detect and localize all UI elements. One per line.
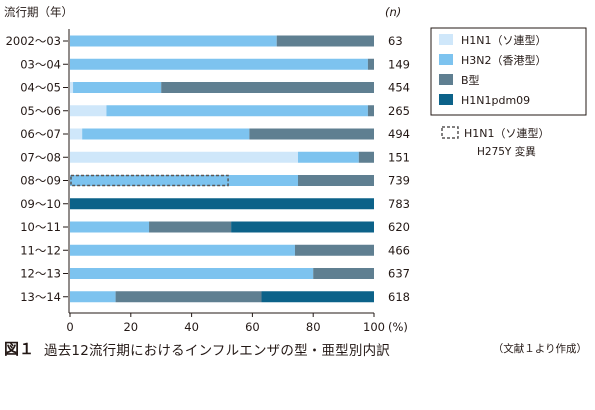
bar-segment-3-row-7 bbox=[298, 175, 374, 186]
bar-segment-4-row-8 bbox=[70, 198, 374, 210]
bar-segment-3-row-1 bbox=[276, 35, 374, 47]
n-value-label: 739 bbox=[388, 174, 410, 188]
x-axis: 0 20 40 60 80 100 (%) bbox=[66, 29, 408, 334]
category-label: 13～14 bbox=[20, 290, 61, 304]
legend-swatch bbox=[439, 34, 453, 45]
x-tick-label: 0 bbox=[66, 320, 73, 334]
category-label: 08～09 bbox=[20, 174, 61, 188]
bar-segment-2-row-9 bbox=[70, 221, 150, 233]
n-value-label: 494 bbox=[388, 127, 410, 141]
labels-layer: 2002～03 63 03～04 149 04～05 454 05～06 265 06～07 49… bbox=[6, 34, 410, 304]
legend-label-h275y-line1: H1N1（ソ連型） bbox=[464, 126, 550, 140]
category-label: 10～11 bbox=[20, 220, 61, 234]
bar-segment-1-row-4 bbox=[70, 105, 107, 117]
category-label: 2002～03 bbox=[6, 34, 61, 48]
bar-segment-3-row-10 bbox=[294, 244, 374, 256]
bar-segment-3-row-3 bbox=[161, 82, 374, 93]
category-label: 12～13 bbox=[20, 267, 61, 281]
bar-segment-2-row-1 bbox=[70, 35, 277, 47]
figure-title: 過去12流行期におけるインフルエンザの型・亜型別内訳 bbox=[44, 343, 390, 359]
x-tick-label: 20 bbox=[123, 320, 138, 334]
n-value-label: 454 bbox=[388, 81, 410, 95]
bar-segment-3-row-2 bbox=[367, 58, 374, 70]
x-tick-label: 40 bbox=[184, 320, 199, 334]
category-label: 05～06 bbox=[20, 104, 61, 118]
bar-segment-2-row-11 bbox=[70, 268, 314, 279]
category-label: 11～12 bbox=[20, 243, 61, 257]
n-value-label: 265 bbox=[388, 104, 410, 118]
category-label: 07～08 bbox=[20, 150, 61, 164]
bar-segment-2-row-10 bbox=[70, 244, 295, 256]
bar-segment-2-row-7 bbox=[70, 175, 298, 186]
n-value-label: 63 bbox=[388, 34, 403, 48]
bar-segment-2-row-2 bbox=[70, 58, 368, 70]
legend-label: B型 bbox=[461, 73, 480, 87]
legend-swatch bbox=[439, 94, 453, 105]
bar-segment-3-row-9 bbox=[149, 221, 232, 233]
bar-segment-2-row-6 bbox=[298, 151, 359, 163]
bar-segment-1-row-6 bbox=[70, 151, 298, 163]
n-value-label: 620 bbox=[388, 220, 410, 234]
bar-segment-3-row-6 bbox=[358, 151, 374, 163]
bar-segment-3-row-12 bbox=[115, 291, 262, 303]
legend-label: H1N1pdm09 bbox=[461, 94, 530, 107]
x-axis-unit: (%) bbox=[388, 320, 408, 334]
bar-segment-2-row-4 bbox=[106, 105, 368, 117]
bar-segment-1-row-5 bbox=[70, 128, 83, 140]
n-value-label: 151 bbox=[388, 150, 410, 164]
n-value-label: 149 bbox=[388, 57, 410, 71]
n-value-label: 637 bbox=[388, 267, 410, 281]
legend-label: H3N2（香港型） bbox=[461, 53, 547, 67]
bar-segment-3-row-4 bbox=[367, 105, 374, 117]
category-label: 04～05 bbox=[20, 81, 61, 95]
h275y-resistant-bar bbox=[70, 174, 229, 187]
category-label: 03～04 bbox=[20, 57, 61, 71]
bar-segment-3-row-11 bbox=[313, 268, 374, 279]
bar-segment-4-row-9 bbox=[231, 221, 374, 233]
figure-number: 図１ bbox=[4, 340, 35, 358]
bar-segment-2-row-5 bbox=[82, 128, 250, 140]
x-tick-label: 80 bbox=[306, 320, 321, 334]
category-label: 06～07 bbox=[20, 127, 61, 141]
category-label: 09～10 bbox=[20, 197, 61, 211]
chart: 流行期（年） (n) 2002～03 63 03～04 149 04～05 454 05～0… bbox=[4, 5, 587, 334]
bar-segment-4-row-12 bbox=[261, 291, 374, 303]
bar-segment-1-row-3 bbox=[70, 82, 74, 93]
x-tick-label: 60 bbox=[245, 320, 260, 334]
n-column-header: (n) bbox=[385, 5, 401, 19]
bar-segment-2-row-3 bbox=[73, 82, 162, 93]
legend-label: H1N1（ソ連型） bbox=[461, 33, 547, 47]
legend-box bbox=[430, 27, 587, 116]
bar-segment-2-row-12 bbox=[70, 291, 116, 303]
legend-swatch bbox=[439, 74, 453, 85]
bar-segment-3-row-5 bbox=[249, 128, 374, 140]
figure-caption: 図１ 過去12流行期におけるインフルエンザの型・亜型別内訳 （文献１より作成） bbox=[4, 338, 591, 360]
x-tick-label: 100 bbox=[363, 320, 385, 334]
y-axis-title: 流行期（年） bbox=[4, 5, 73, 19]
n-value-label: 618 bbox=[388, 290, 410, 304]
bars-layer bbox=[70, 35, 374, 303]
legend-label-h275y-line2: H275Y 変異 bbox=[477, 145, 536, 158]
legend-swatch-h275y bbox=[441, 126, 459, 139]
legend: H1N1（ソ連型） H3N2（香港型） B型 H1N1pdm09 H1N1（ソ連型） H2… bbox=[430, 27, 587, 158]
n-value-label: 783 bbox=[388, 197, 410, 211]
legend-swatch bbox=[439, 54, 453, 65]
figure-source: （文献１より作成） bbox=[492, 343, 587, 355]
n-value-label: 466 bbox=[388, 243, 410, 257]
